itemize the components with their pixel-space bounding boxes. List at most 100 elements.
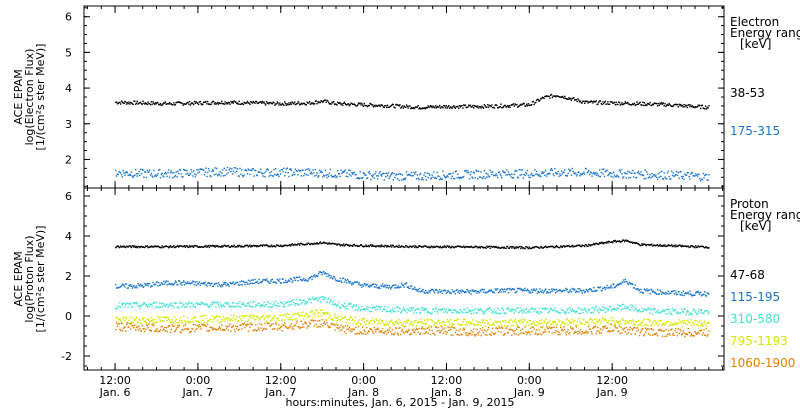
data-point [323, 313, 326, 315]
data-point [362, 317, 364, 320]
data-point [121, 330, 124, 332]
data-point [635, 320, 637, 323]
data-point [133, 100, 135, 102]
data-point [581, 309, 583, 311]
data-point [516, 324, 518, 326]
data-point [462, 290, 464, 292]
data-point [217, 329, 219, 331]
data-point [353, 171, 356, 174]
data-point [585, 288, 587, 291]
data-point [359, 322, 361, 325]
data-point [438, 246, 440, 248]
data-point [316, 275, 318, 277]
data-point [235, 167, 237, 169]
data-point [187, 320, 189, 322]
data-point [198, 321, 201, 324]
data-point [163, 246, 165, 248]
data-point [394, 246, 396, 248]
data-point [193, 316, 196, 318]
data-point [397, 285, 399, 287]
data-point [428, 106, 430, 108]
data-point [542, 97, 544, 99]
data-point [318, 169, 321, 171]
data-point [523, 318, 525, 320]
data-point [213, 328, 216, 330]
data-point [560, 291, 563, 293]
data-point [234, 171, 236, 174]
data-point [195, 320, 197, 322]
data-point [384, 306, 386, 308]
data-point [504, 247, 506, 249]
data-point [622, 177, 624, 179]
data-point [637, 324, 639, 326]
data-point [317, 312, 319, 314]
data-point [149, 305, 151, 308]
data-point [338, 326, 341, 329]
data-point [692, 106, 694, 108]
data-point [223, 244, 225, 246]
data-point [440, 290, 443, 292]
data-point [423, 174, 425, 176]
data-point [631, 282, 633, 285]
data-point [414, 107, 416, 109]
data-point [559, 288, 561, 291]
data-point [293, 328, 295, 330]
data-point [420, 178, 423, 181]
data-point [506, 325, 508, 327]
data-point [545, 245, 547, 247]
data-point [615, 101, 617, 103]
data-point [383, 106, 385, 109]
data-point [259, 304, 261, 307]
data-point [519, 307, 521, 309]
data-point [194, 324, 196, 326]
data-point [582, 289, 584, 292]
data-point [659, 289, 661, 291]
data-point [576, 311, 578, 313]
data-point [378, 286, 380, 288]
data-point [281, 168, 283, 171]
data-point [438, 319, 440, 321]
data-point [376, 245, 379, 247]
data-point [551, 290, 554, 292]
data-point [215, 103, 217, 105]
data-point [447, 106, 449, 108]
data-point [400, 333, 402, 336]
data-point [390, 288, 392, 290]
data-point [502, 247, 505, 249]
data-point [653, 308, 655, 311]
data-point [166, 330, 168, 333]
data-point [500, 247, 502, 249]
data-point [688, 104, 690, 106]
data-point [356, 304, 358, 307]
data-point [340, 244, 342, 246]
data-point [281, 278, 283, 280]
data-point [385, 105, 387, 107]
data-point [344, 306, 346, 308]
data-point [318, 325, 320, 328]
data-point [302, 102, 304, 105]
data-point [286, 167, 288, 169]
data-point [523, 289, 525, 292]
data-point [291, 328, 293, 330]
proton-series-2 [115, 295, 710, 316]
data-point [251, 305, 254, 308]
data-point [469, 174, 472, 176]
data-point [484, 105, 486, 107]
data-point [175, 171, 177, 173]
data-point [273, 316, 275, 318]
data-point [486, 245, 488, 247]
data-point [434, 322, 437, 324]
data-point [507, 307, 510, 309]
data-point [417, 177, 419, 179]
data-point [416, 290, 418, 292]
data-point [218, 174, 220, 176]
data-point [335, 323, 337, 326]
data-point [276, 244, 278, 246]
data-point [540, 312, 543, 314]
data-point [503, 246, 505, 249]
data-point [180, 173, 182, 175]
data-point [118, 286, 120, 289]
data-point [139, 307, 141, 309]
data-point [358, 245, 360, 247]
data-point [474, 324, 476, 327]
